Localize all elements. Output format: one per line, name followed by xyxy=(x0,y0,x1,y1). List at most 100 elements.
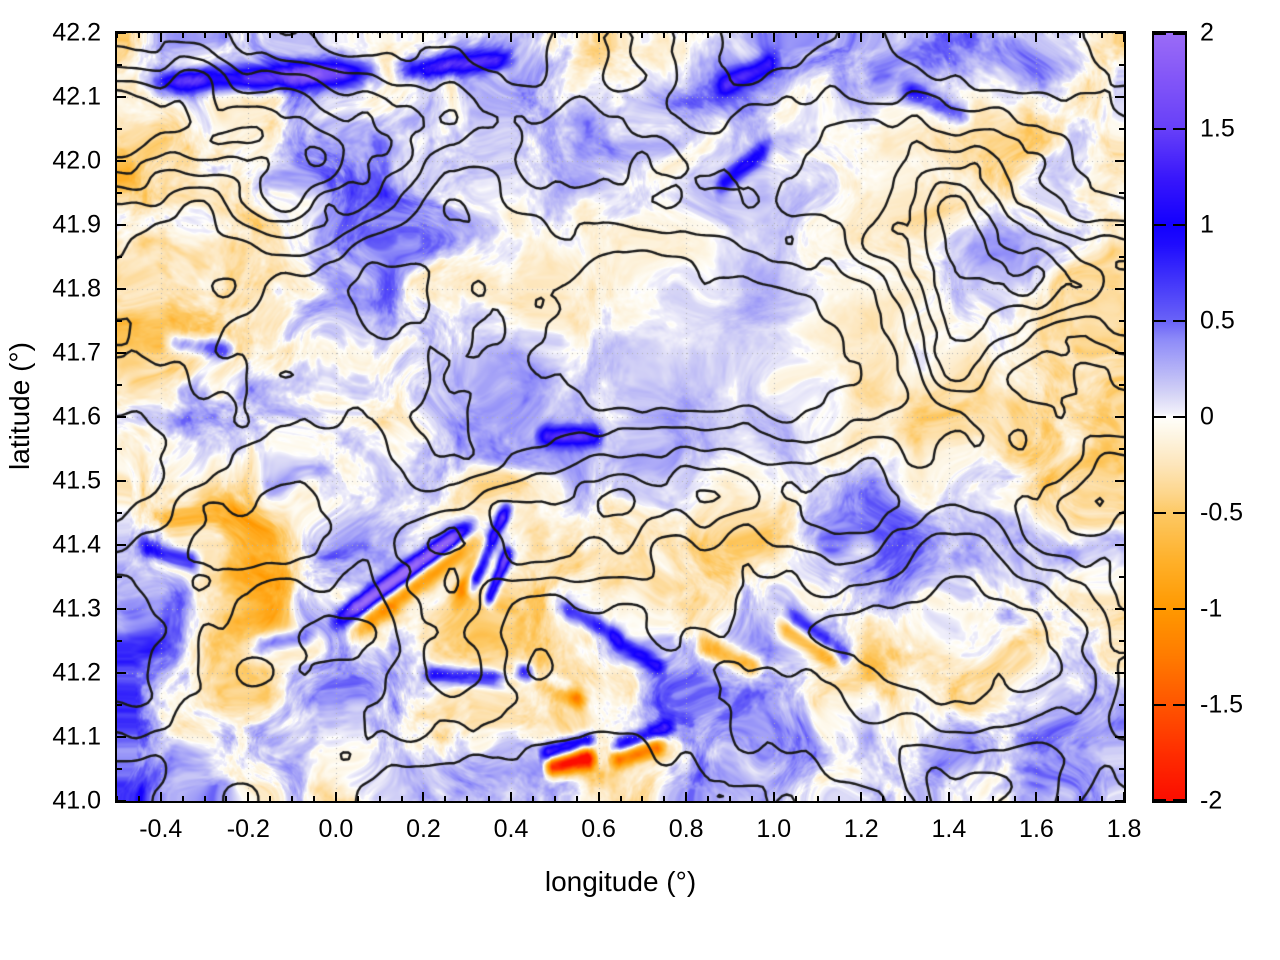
y-ticklabel: 42.2 xyxy=(52,18,101,47)
x-tick-minor xyxy=(291,796,294,801)
colorbar-tick-right xyxy=(1173,224,1185,226)
colorbar-tick xyxy=(1154,128,1166,130)
x-ticklabel: 0.6 xyxy=(581,815,616,843)
x-ticklabel: 0.0 xyxy=(318,815,354,843)
colorbar-tick xyxy=(1154,704,1166,706)
x-tick-major-top xyxy=(1123,33,1125,42)
y-tick-major xyxy=(117,800,126,802)
x-tick-major-top xyxy=(1035,33,1038,42)
x-tick-minor-top xyxy=(203,33,206,38)
x-tick-minor-top xyxy=(553,33,556,38)
x-tick-minor xyxy=(553,796,556,801)
x-tick-minor-top xyxy=(269,33,272,38)
colorbar-tick-right xyxy=(1173,799,1185,801)
y-tick-minor-right xyxy=(1119,192,1124,194)
x-tick-major xyxy=(860,792,863,801)
x-tick-minor-top xyxy=(882,33,885,38)
y-tick-minor-right xyxy=(1119,704,1124,706)
x-tick-minor xyxy=(531,796,534,801)
colorbar-tick-right xyxy=(1173,704,1185,706)
y-tick-major xyxy=(117,672,126,674)
y-tick-minor xyxy=(117,320,122,322)
y-ticklabel: 41.3 xyxy=(52,594,101,623)
x-tick-minor xyxy=(225,796,228,801)
x-axis-title: longitude (°) xyxy=(544,866,697,897)
y-tick-minor xyxy=(117,704,122,706)
x-ticklabel: 0.2 xyxy=(406,815,441,843)
x-tick-minor xyxy=(400,796,403,801)
colorbar-ticklabel: 1.5 xyxy=(1200,114,1235,143)
x-ticklabel: 1.0 xyxy=(756,815,792,843)
x-tick-minor-top xyxy=(225,33,228,38)
x-tick-minor-top xyxy=(663,33,666,38)
y-ticklabel: 41.5 xyxy=(52,466,101,495)
colorbar-tick xyxy=(1154,320,1166,322)
x-ticklabel: 1.6 xyxy=(1019,815,1054,843)
y-tick-minor-right xyxy=(1119,512,1124,514)
x-tick-minor-top xyxy=(969,33,972,38)
x-tick-minor-top xyxy=(707,33,710,38)
colorbar-ticklabel: 1 xyxy=(1200,210,1214,239)
y-ticklabel: 41.6 xyxy=(52,402,101,431)
x-tick-minor xyxy=(466,796,469,801)
y-tick-major-right xyxy=(1115,160,1124,162)
y-ticklabel: 41.8 xyxy=(52,274,101,303)
y-tick-minor xyxy=(117,448,122,450)
y-tick-minor xyxy=(117,64,122,66)
x-tick-major-top xyxy=(947,33,950,42)
colorbar-ticklabel: -1 xyxy=(1200,594,1223,623)
x-tick-minor-top xyxy=(1101,33,1104,38)
y-ticklabel: 41.1 xyxy=(52,722,101,751)
x-tick-minor xyxy=(575,796,578,801)
x-tick-major-top xyxy=(685,33,688,42)
y-tick-minor-right xyxy=(1119,384,1124,386)
x-ticklabel: 0.8 xyxy=(668,815,704,843)
x-tick-minor xyxy=(356,796,359,801)
x-tick-minor-top xyxy=(641,33,644,38)
y-tick-minor-right xyxy=(1119,576,1124,578)
x-tick-minor-top xyxy=(925,33,928,38)
x-tick-major-top xyxy=(597,33,600,42)
x-tick-major xyxy=(422,792,425,801)
x-tick-major xyxy=(334,792,337,801)
x-tick-major-top xyxy=(159,33,162,42)
x-tick-minor xyxy=(488,796,491,801)
y-tick-major xyxy=(117,96,126,98)
y-tick-major xyxy=(117,224,126,226)
x-tick-major xyxy=(947,792,950,801)
colorbar-tick xyxy=(1154,416,1166,418)
x-tick-major xyxy=(597,792,600,801)
x-tick-minor xyxy=(663,796,666,801)
x-tick-minor-top xyxy=(816,33,819,38)
x-tick-minor xyxy=(728,796,731,801)
x-tick-minor xyxy=(641,796,644,801)
y-ticklabel: 41.2 xyxy=(52,658,101,687)
x-tick-minor xyxy=(269,796,272,801)
y-tick-major-right xyxy=(1115,96,1124,98)
x-tick-minor xyxy=(181,796,184,801)
colorbar-tick-right xyxy=(1173,128,1185,130)
y-axis-title: latitude (°) xyxy=(4,342,35,470)
x-tick-major xyxy=(685,792,688,801)
y-ticklabel: 41.4 xyxy=(52,530,101,559)
x-tick-minor xyxy=(313,796,316,801)
y-tick-major-right xyxy=(1115,480,1124,482)
y-tick-major xyxy=(117,480,126,482)
x-tick-minor-top xyxy=(181,33,184,38)
y-tick-major-right xyxy=(1115,544,1124,546)
x-tick-minor-top xyxy=(488,33,491,38)
x-tick-minor xyxy=(1079,796,1082,801)
x-ticklabel: 0.4 xyxy=(493,815,529,843)
x-tick-major-top xyxy=(422,33,425,42)
y-tick-minor-right xyxy=(1119,640,1124,642)
y-tick-major-right xyxy=(1115,416,1124,418)
x-tick-major xyxy=(159,792,162,801)
plot-area xyxy=(115,31,1126,803)
y-tick-major-right xyxy=(1115,224,1124,226)
colorbar-tick xyxy=(1154,33,1166,35)
x-tick-minor-top xyxy=(750,33,753,38)
x-tick-minor-top xyxy=(1013,33,1016,38)
y-tick-major-right xyxy=(1115,800,1124,802)
x-tick-major xyxy=(510,792,513,801)
x-tick-minor xyxy=(925,796,928,801)
